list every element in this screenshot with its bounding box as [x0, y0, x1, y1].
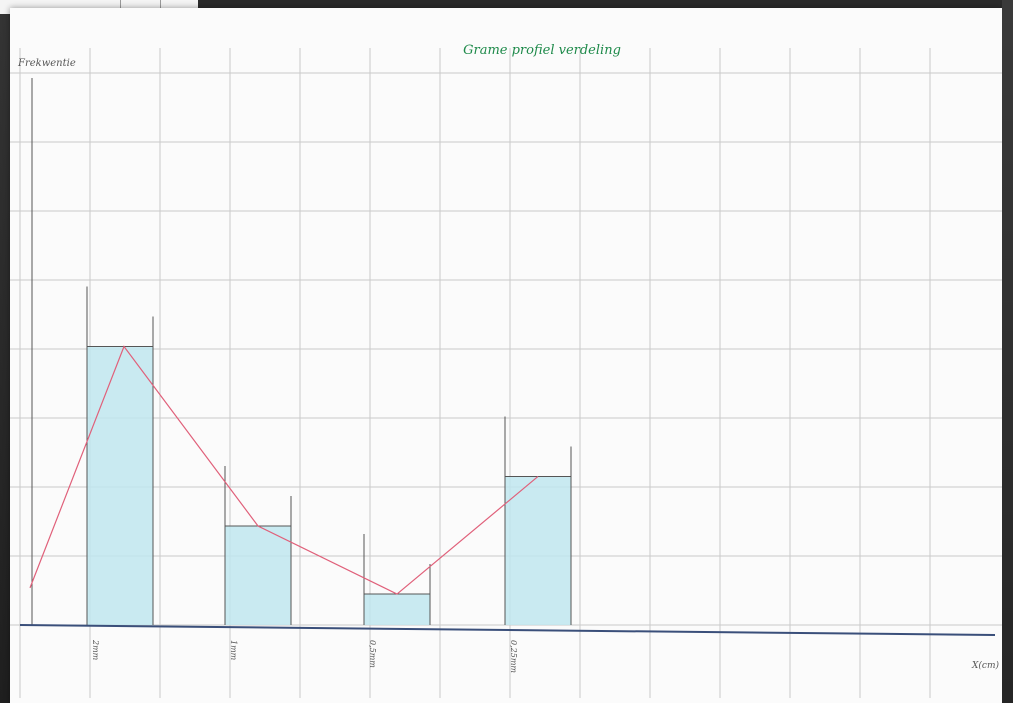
frequency-line: [29, 345, 539, 595]
bar: [225, 525, 291, 625]
frequency-polygon: [29, 345, 539, 595]
hand-drawn-chart: Grame profiel verdeling Frekwentie X(cm)…: [10, 43, 1002, 698]
bar: [87, 346, 153, 625]
thumbnail-divider: [160, 0, 161, 14]
bar: [364, 594, 430, 625]
y-axis-label: Frekwentie: [17, 58, 76, 69]
chart-bars: [86, 286, 572, 625]
viewer-right-edge: [1002, 0, 1013, 703]
x-axis-label: X(cm): [971, 660, 999, 671]
category-label: 1mm: [229, 640, 238, 661]
bar: [505, 476, 571, 625]
chart-grid: [10, 48, 1002, 698]
x-axis: [19, 624, 996, 636]
chart-axes: [19, 78, 996, 636]
graph-paper-scan: Grame profiel verdeling Frekwentie X(cm)…: [10, 8, 1002, 703]
thumbnail-divider: [120, 0, 121, 14]
category-labels: 2mm 1mm 0,5mm 0,25mm: [91, 639, 518, 673]
viewer-left-edge: [0, 14, 10, 703]
category-label: 2mm: [91, 639, 100, 661]
category-label: 0,25mm: [509, 640, 518, 673]
chart-title: Grame profiel verdeling: [463, 43, 621, 58]
category-label: 0,5mm: [368, 640, 377, 668]
